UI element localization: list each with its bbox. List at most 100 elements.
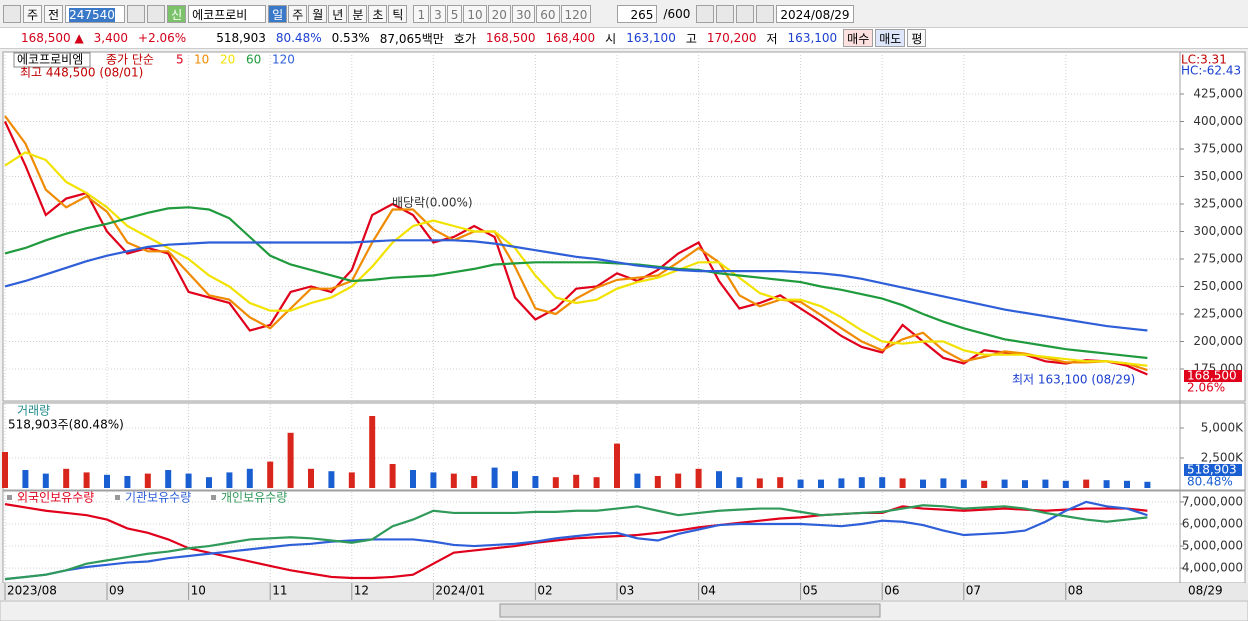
period-button[interactable]: 틱 <box>388 5 408 23</box>
price-badge <box>1184 370 1242 382</box>
series-line <box>4 500 1148 581</box>
x-tick-label: 11 <box>272 584 287 598</box>
volume-bar <box>389 464 396 488</box>
date-axis <box>0 583 1248 600</box>
open: 163,100 <box>626 31 676 45</box>
x-tick-label: 12 <box>354 584 369 598</box>
interval-button[interactable]: 10 <box>463 5 487 23</box>
high: 170,200 <box>706 31 757 45</box>
volume-bar <box>818 479 824 488</box>
chart-subtitle: 518,903주(80.48%) <box>8 418 124 432</box>
x-tick-label: 06 <box>884 584 899 598</box>
y-tick-label: 6,000,000 <box>1182 516 1243 530</box>
settings-icon[interactable] <box>756 5 775 23</box>
volume-bar <box>430 472 437 488</box>
volume-bar <box>695 468 702 488</box>
volume-bar <box>491 467 498 488</box>
legend-entry: 120 <box>272 53 295 67</box>
x-tick-label: 02 <box>537 584 552 598</box>
volume-bar <box>185 473 192 488</box>
volume-bar <box>1022 480 1028 488</box>
series-line <box>4 115 1148 372</box>
legend-swatch <box>7 495 12 500</box>
y-tick-label: 300,000 <box>1193 224 1243 238</box>
y-tick-label: 4,000,000 <box>1182 561 1243 575</box>
interval-button[interactable]: 60 <box>536 5 560 23</box>
x-tick-label: 2023/08 <box>7 584 57 598</box>
period-button[interactable]: 일 <box>268 5 288 23</box>
save-icon[interactable] <box>736 5 755 23</box>
prev[interactable]: 전 <box>44 5 64 23</box>
rate: +2.06% <box>138 31 187 45</box>
volume-bar <box>756 478 763 488</box>
interval-button[interactable]: 20 <box>487 5 511 23</box>
series-line <box>4 503 1148 580</box>
volume-bar <box>940 478 947 488</box>
interval-button[interactable]: 5 <box>446 5 463 23</box>
tool-icon[interactable] <box>696 5 715 23</box>
x-tick-label: 08 <box>1068 584 1083 598</box>
tool-icon[interactable] <box>716 5 735 23</box>
avg-button[interactable]: 평 <box>907 29 927 47</box>
code[interactable]: 247540 <box>65 5 126 23</box>
change: 3,400 <box>93 31 129 45</box>
series-line <box>4 504 1148 581</box>
high-label: 고 <box>685 31 697 46</box>
menu-icon[interactable] <box>3 5 21 23</box>
volume-bar <box>83 472 90 488</box>
volume-bar <box>144 473 151 488</box>
volume-bar <box>879 477 886 488</box>
volume-bar <box>410 470 416 488</box>
count[interactable]: 265 <box>617 5 658 23</box>
interval-button[interactable]: 120 <box>560 5 592 23</box>
interval-button[interactable]: 1 <box>413 5 430 23</box>
legend-entry: 개인보유수량 <box>221 491 287 505</box>
series-line <box>4 239 1148 332</box>
turnover: 0.53% <box>331 31 370 45</box>
volume-bar <box>675 473 682 488</box>
x-tick-label: 03 <box>619 584 634 598</box>
volume-bar <box>1042 479 1049 488</box>
buy-button[interactable]: 매수 <box>843 29 874 47</box>
search-icon[interactable] <box>127 5 146 23</box>
high-annotation: 최고 448,500 (08/01) <box>20 66 143 80</box>
code-text: 247540 <box>69 8 115 22</box>
period-button[interactable]: 월 <box>308 5 328 23</box>
y-tick-label: 200,000 <box>1193 334 1243 348</box>
date[interactable]: 2024/08/29 <box>776 5 854 23</box>
period-button[interactable]: 년 <box>328 5 348 23</box>
volume-panel <box>2 402 1246 491</box>
y-tick-label: 375,000 <box>1193 142 1243 156</box>
x-tick-label: 07 <box>966 584 981 598</box>
credit[interactable]: 신 <box>167 5 187 23</box>
volume-bar <box>920 479 926 488</box>
volume-bar <box>777 477 784 488</box>
volume-bar <box>267 461 274 488</box>
holdings-panel <box>2 490 1246 584</box>
volume-ratio: 80.48% <box>275 31 322 45</box>
title-box <box>13 52 91 68</box>
hc-label: HC:-62.43 <box>1181 64 1241 78</box>
volume-bar <box>328 471 335 488</box>
price-badge-label: 168,500 <box>1187 369 1237 383</box>
period-button[interactable]: 분 <box>348 5 368 23</box>
legend-entry: 기관보유수량 <box>125 491 191 505</box>
sound-icon[interactable] <box>147 5 166 23</box>
series-line <box>4 151 1148 367</box>
chart-title: 거래량 <box>17 404 50 418</box>
market[interactable]: 주 <box>23 5 43 23</box>
scroll-thumb[interactable] <box>499 603 881 618</box>
sell-button[interactable]: 매도 <box>875 29 906 47</box>
ask-label: 호가 <box>453 31 476 46</box>
period-button[interactable]: 주 <box>288 5 308 23</box>
interval-button[interactable]: 3 <box>430 5 446 23</box>
period-button[interactable]: 초 <box>368 5 388 23</box>
legend-entry: 60 <box>246 53 261 67</box>
stock-name[interactable]: 에코프로비 <box>188 5 267 23</box>
interval-button[interactable]: 30 <box>511 5 536 23</box>
volume-bar <box>573 474 580 488</box>
x-tick-label: 09 <box>109 584 124 598</box>
volume-bar <box>736 477 743 488</box>
